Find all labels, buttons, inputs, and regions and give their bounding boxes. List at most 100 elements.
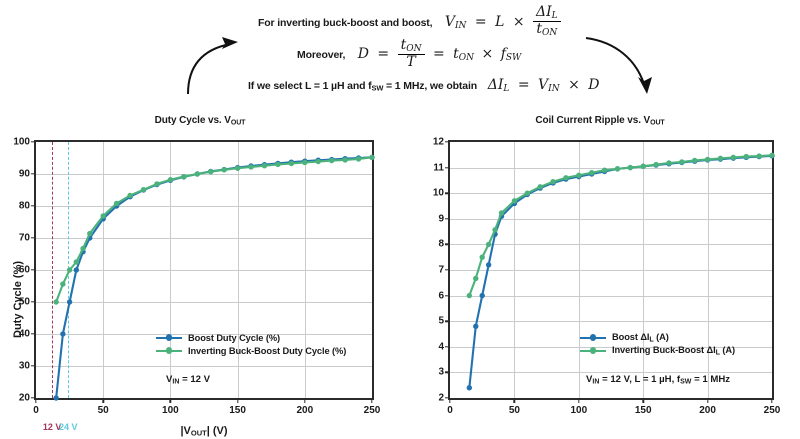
gridline-horizontal (36, 366, 372, 367)
x-axis-tick-mark (578, 398, 580, 403)
series-data-point (208, 169, 214, 175)
chart-coil-current-ripple: Coil Current Ripple vs. VOUT Coil Curren… (400, 110, 800, 439)
x-axis-tick-mark (35, 398, 37, 403)
y-axis-tick-mark (31, 333, 36, 335)
formula-line-2-lead: Moreover, (297, 49, 346, 62)
y-axis-tick-label: 9 (438, 213, 444, 225)
gridline-horizontal (450, 372, 772, 374)
y-axis-tick-mark (31, 269, 36, 271)
series-data-point (473, 323, 479, 330)
y-axis-tick-mark (31, 205, 36, 207)
gridline-vertical (103, 142, 105, 398)
series-data-point (466, 385, 473, 391)
series-data-point (498, 210, 505, 216)
chart-title-coil-current-ripple: Coil Current Ripple vs. VOUT (535, 115, 665, 127)
chart-condition-text: VIN = 12 V, L = 1 µH, fSW = 1 MHz (586, 374, 731, 386)
gridline-horizontal (36, 238, 372, 239)
legend-item: Inverting Buck-Boost ΔIL (A) (580, 345, 735, 356)
series-data-point (66, 299, 73, 305)
y-axis-tick-mark (31, 173, 36, 175)
x-axis-tick-label: 100 (162, 405, 179, 416)
series-data-point (234, 165, 241, 171)
series-data-point (53, 395, 59, 401)
formula-block: For inverting buck-boost and boost, VIN … (0, 0, 800, 108)
series-data-point (167, 177, 174, 183)
x-axis-tick-mark (642, 398, 644, 403)
plot-area-duty-cycle: 20 30 40 50 60 70 80 90 100 0 50 100 150 200 250 12 V 24… (13, 137, 380, 433)
plot-area-coil-current-ripple: 2 3 4 5 6 7 8 9 10 11 12 0 50 100 150 200 250 Boost ΔIL (… (433, 137, 780, 417)
plot-wrap-coil-current-ripple: 2 3 4 5 6 7 8 9 10 11 12 0 50 100 150 200 250 Boost ΔIL (… (433, 137, 780, 417)
legend-label: Boost ΔIL (A) (612, 331, 669, 344)
legend-label: Boost Duty Cycle (%) (188, 332, 281, 343)
y-axis-tick-label: 3 (438, 366, 444, 378)
series-data-point (288, 160, 295, 167)
legend-item: Boost ΔIL (A) (580, 332, 735, 343)
series-data-point (66, 267, 73, 273)
gridline-horizontal (450, 193, 772, 195)
y-axis-tick-mark (445, 320, 450, 322)
y-axis-tick-mark (445, 141, 450, 143)
series-data-point (640, 163, 646, 170)
y-axis-tick-label: 7 (438, 264, 444, 276)
series-data-point (113, 200, 120, 207)
series-line (55, 156, 374, 304)
y-axis-tick-label: 4 (438, 341, 444, 353)
series-data-point (666, 160, 672, 166)
y-axis-tick-label: 100 (13, 136, 30, 148)
y-axis-tick-label: 6 (438, 290, 444, 302)
legend-swatch-icon (580, 332, 606, 343)
series-data-point (492, 227, 498, 233)
plot-wrap-duty-cycle: 20 30 40 50 60 70 80 90 100 0 50 100 150 200 250 12 V 24… (13, 137, 380, 433)
y-axis-tick-label: 11 (433, 162, 444, 174)
series-data-point (275, 161, 281, 168)
series-data-point (588, 170, 595, 176)
x-axis-tick-mark (513, 398, 516, 403)
formula-line-3-lead: If we select L = 1 µH and fSW = 1 MHz, w… (248, 80, 477, 93)
chart-condition-text: VIN = 12 V (166, 374, 211, 386)
x-axis-tick-label: 250 (363, 405, 381, 416)
y-axis-tick-mark (445, 294, 450, 297)
series-data-point (466, 292, 473, 299)
y-axis-tick-label: 2 (438, 392, 444, 404)
series-data-point (730, 154, 737, 161)
legend-label: Inverting Buck-Boost Duty Cycle (%) (188, 345, 347, 356)
x-axis-tick-label: 250 (763, 405, 781, 416)
series-data-point (221, 167, 227, 173)
series-data-point (87, 230, 93, 237)
gridline-vertical (170, 142, 172, 398)
series-data-point (485, 241, 492, 248)
y-axis-tick-mark (445, 243, 450, 246)
y-axis-tick-mark (445, 397, 450, 399)
series-layer (53, 154, 375, 401)
series-data-point (473, 275, 479, 282)
vertical-marker-label: 24 V (58, 422, 78, 432)
series-data-point (601, 167, 608, 173)
series-data-point (524, 190, 530, 196)
series-data-point (181, 173, 187, 180)
vertical-marker-line (52, 142, 54, 398)
series-data-point (73, 259, 80, 265)
gridline-vertical (514, 142, 516, 398)
x-axis-tick-mark (102, 398, 104, 403)
gridline-vertical (578, 142, 580, 398)
gridline-horizontal (450, 218, 772, 220)
series-line (55, 156, 374, 400)
series-layer (466, 152, 775, 391)
x-axis-tick-label: 150 (634, 405, 652, 416)
chart-legend: Boost Duty Cycle (%) Inverting Buck-Boost… (156, 332, 346, 358)
series-data-point (140, 186, 147, 193)
series-data-point (653, 161, 659, 168)
formula-line-1-lead: For inverting buck-boost and boost, (258, 16, 433, 29)
x-axis-tick-label: 50 (97, 405, 109, 416)
series-data-point (315, 158, 321, 165)
y-axis-tick-mark (31, 365, 36, 367)
gridline-horizontal (450, 270, 772, 271)
formula-line-1: For inverting buck-boost and boost, VIN … (258, 5, 561, 39)
series-data-point (756, 153, 762, 159)
series-data-point (342, 157, 348, 163)
y-axis-tick-label: 90 (18, 168, 30, 180)
y-axis-tick-mark (31, 237, 36, 239)
y-axis-tick-mark (445, 166, 450, 169)
curved-arrow-left-icon (187, 37, 238, 95)
series-data-point (743, 153, 749, 160)
